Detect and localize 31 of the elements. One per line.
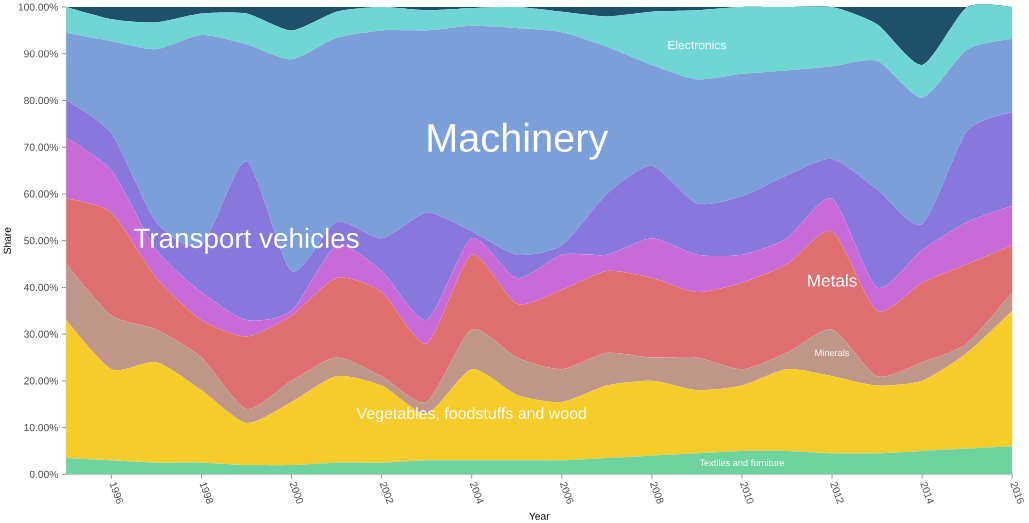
y-tick-label: 60.00%	[24, 190, 58, 198]
series-label: Vegetables, foodstuffs and wood	[356, 407, 586, 423]
series-label: Metals	[808, 273, 857, 287]
x-tick-label: 2002	[379, 481, 394, 505]
x-tick-label: 2010	[740, 481, 754, 504]
series-label: Machinery	[428, 122, 609, 160]
series-label: Transport vehicles	[133, 227, 359, 254]
series-label: Textiles and furniture	[699, 459, 785, 466]
y-tick-label: 50.00%	[24, 236, 58, 245]
x-tick-label: 2008	[649, 481, 664, 504]
x-tick-label: 2000	[289, 481, 304, 504]
x-axis-title: Year	[529, 512, 550, 520]
x-tick-label: 2004	[469, 481, 484, 504]
y-tick-label: 10.00%	[24, 423, 58, 432]
y-tick-label: 80.00%	[24, 96, 58, 104]
series-label: Minerals	[815, 349, 850, 357]
x-tick-label: 2012	[830, 481, 844, 505]
x-tick-label: 2016	[1010, 481, 1024, 504]
y-tick-label: 90.00%	[24, 50, 58, 58]
x-tick-label: 1998	[199, 482, 214, 504]
y-tick-label: 40.00%	[23, 283, 58, 291]
y-tick-label: 20.00%	[24, 377, 58, 385]
y-tick-label: 70.00%	[24, 143, 58, 151]
x-tick-label: 1996	[109, 482, 124, 504]
series-label: Electronics	[668, 40, 726, 50]
y-tick-label: 30.00%	[24, 330, 58, 338]
y-tick-label: 100.00%	[18, 3, 58, 11]
x-tick-label: 2006	[559, 481, 574, 504]
y-axis-title: Share	[3, 227, 11, 254]
y-tick-label: 0.00%	[29, 470, 58, 478]
x-tick-label: 2014	[920, 481, 935, 504]
